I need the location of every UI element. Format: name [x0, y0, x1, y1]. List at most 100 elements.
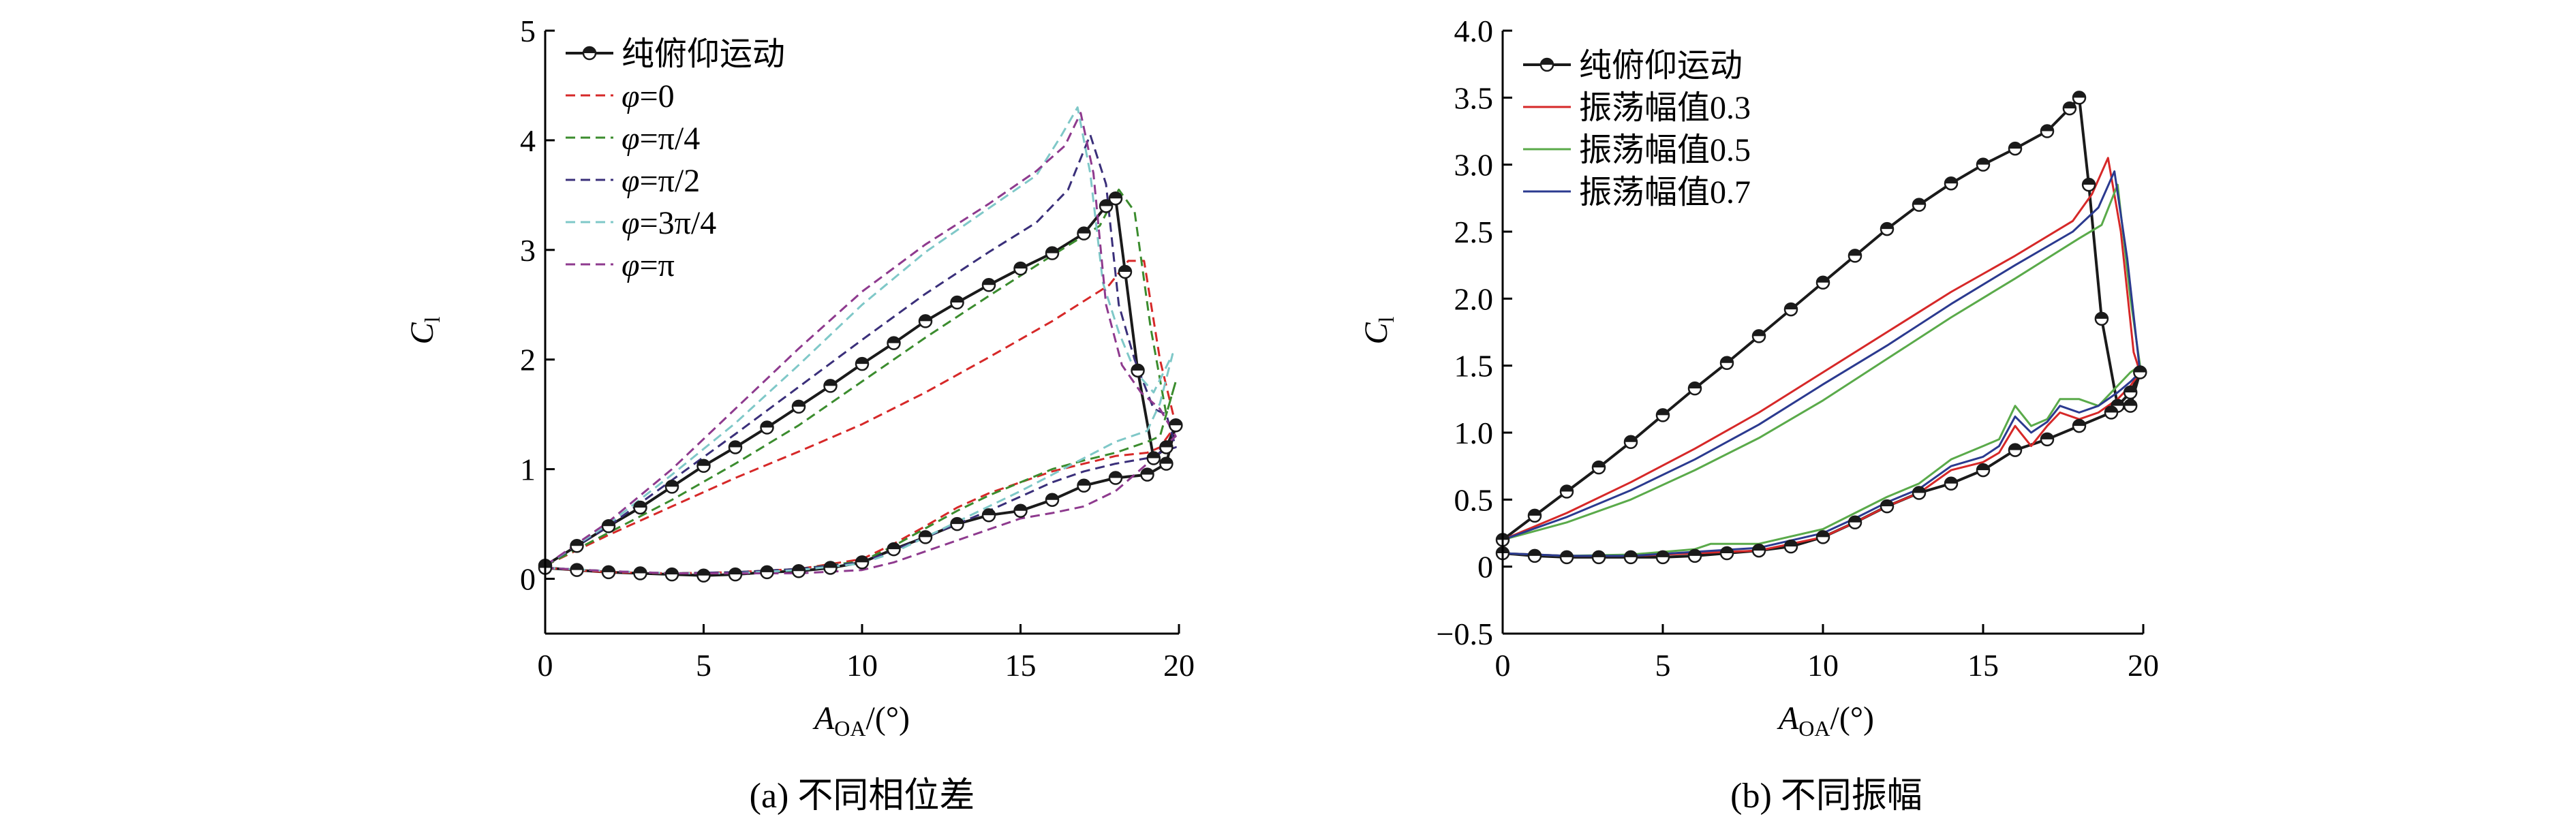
data-point-fill — [1561, 550, 1573, 557]
series-line-3 — [545, 134, 1177, 574]
data-point-fill — [793, 565, 805, 572]
data-point-fill — [856, 358, 868, 364]
data-point-fill — [983, 509, 995, 516]
data-point-fill — [666, 568, 678, 575]
data-point-fill — [824, 379, 837, 386]
data-point-fill — [2083, 179, 2096, 185]
legend-label: φ=π/2 — [622, 163, 700, 199]
data-point-fill — [666, 480, 678, 487]
data-point-fill — [1625, 435, 1637, 442]
x-tick-label: 10 — [1807, 648, 1839, 683]
legend-marker-fill — [583, 47, 596, 53]
data-point-fill — [2063, 102, 2076, 109]
data-point-fill — [1131, 364, 1144, 371]
y-tick-label: 5 — [520, 14, 536, 48]
legend-label: φ=π — [622, 247, 675, 283]
data-point-fill — [951, 518, 964, 525]
x-tick-label: 20 — [2128, 648, 2159, 683]
data-point-fill — [1046, 247, 1058, 253]
data-point-fill — [697, 569, 710, 576]
data-point-fill — [1160, 441, 1173, 448]
data-point-fill — [1721, 356, 1733, 363]
data-point-fill — [1141, 468, 1154, 475]
x-tick-label: 0 — [538, 648, 553, 683]
data-point-fill — [1721, 547, 1733, 553]
x-tick-label: 20 — [1163, 648, 1195, 683]
data-point-fill — [1529, 549, 1541, 556]
y-tick-label: 3 — [520, 233, 536, 268]
y-tick-label: 1 — [520, 452, 536, 487]
data-point-fill — [2095, 312, 2108, 319]
data-point-fill — [1100, 200, 1113, 206]
y-tick-label: 2.5 — [1454, 215, 1494, 249]
data-point-fill — [602, 520, 615, 527]
panel-a-legend: 纯俯仰运动 φ=0 φ=π/4 φ=π/2 φ=3π/4 φ=π — [566, 36, 785, 283]
y-tick-label: 4 — [520, 123, 536, 158]
data-point-fill — [1689, 549, 1701, 556]
y-tick-label: 0.5 — [1454, 482, 1494, 517]
y-tick-label: 1.5 — [1454, 349, 1494, 384]
data-point-fill — [2041, 433, 2053, 439]
x-tick-label: 5 — [1655, 648, 1671, 683]
data-point-fill — [2134, 366, 2147, 373]
data-point-fill — [1118, 266, 1131, 272]
legend-label: φ=0 — [622, 78, 675, 114]
data-point-fill — [634, 501, 647, 508]
data-point-fill — [1657, 550, 1669, 557]
legend-label: 振荡幅值0.7 — [1579, 174, 1751, 211]
legend-label: φ=3π/4 — [622, 205, 716, 241]
data-point-fill — [919, 315, 932, 322]
data-point-fill — [1109, 192, 1122, 199]
panel-a-series-group — [538, 106, 1183, 583]
data-point-fill — [1817, 276, 1829, 283]
data-point-fill — [1169, 419, 1182, 426]
data-point-fill — [1160, 457, 1173, 464]
data-point-fill — [570, 540, 583, 546]
data-point-fill — [1077, 227, 1090, 234]
legend-label: 纯俯仰运动 — [622, 36, 785, 72]
data-point-fill — [1689, 382, 1701, 389]
series-line-5 — [545, 112, 1177, 574]
data-point-fill — [729, 441, 741, 448]
data-point-fill — [2073, 91, 2085, 98]
panel-b-plot: 0 5 10 15 20−0.500.51.01.52.02.53.03.54.0 纯俯… — [1358, 14, 2159, 816]
data-point-fill — [570, 563, 583, 570]
data-point-fill — [1945, 177, 1957, 184]
x-tick-label: 0 — [1495, 648, 1511, 683]
y-tick-label: 2.0 — [1454, 281, 1494, 316]
data-point-fill — [2111, 399, 2124, 406]
series-line-1 — [1502, 157, 2141, 557]
data-point-fill — [887, 543, 900, 550]
data-point-fill — [697, 459, 710, 466]
series-line-1 — [545, 260, 1177, 574]
data-point-fill — [1881, 500, 1893, 507]
panel-b-xlabel: AOA/(°) — [1777, 700, 1874, 741]
data-point-fill — [983, 279, 995, 285]
panel-a-ticks: 0 5 10 15 20 0 1 2 3 4 5 — [520, 14, 1195, 683]
data-point-fill — [793, 400, 805, 407]
series-line-2 — [1502, 183, 2141, 557]
data-point-fill — [2124, 399, 2137, 406]
x-tick-label: 10 — [846, 648, 878, 683]
panel-a-xlabel: AOA/(°) — [812, 700, 910, 741]
data-point-fill — [1753, 330, 1765, 337]
data-point-fill — [1625, 550, 1637, 557]
data-point-fill — [1849, 249, 1861, 256]
data-point-fill — [1785, 303, 1797, 310]
legend-label: 纯俯仰运动 — [1579, 48, 1743, 84]
data-point-fill — [2009, 444, 2021, 450]
y-tick-label: −0.5 — [1437, 617, 1493, 651]
data-point-fill — [1147, 452, 1160, 459]
panel-b-series-group — [1495, 91, 2147, 565]
series-line-4 — [545, 106, 1174, 574]
legend-label: φ=π/4 — [622, 121, 700, 157]
data-point-fill — [1977, 158, 1989, 165]
x-tick-label: 15 — [1005, 648, 1037, 683]
data-point-fill — [1014, 262, 1027, 269]
data-point-fill — [887, 337, 900, 343]
data-point-fill — [1593, 461, 1605, 468]
data-point-fill — [951, 296, 964, 303]
panel-b-ylabel: Cl — [1358, 316, 1398, 344]
y-tick-label: 1.0 — [1454, 416, 1494, 450]
